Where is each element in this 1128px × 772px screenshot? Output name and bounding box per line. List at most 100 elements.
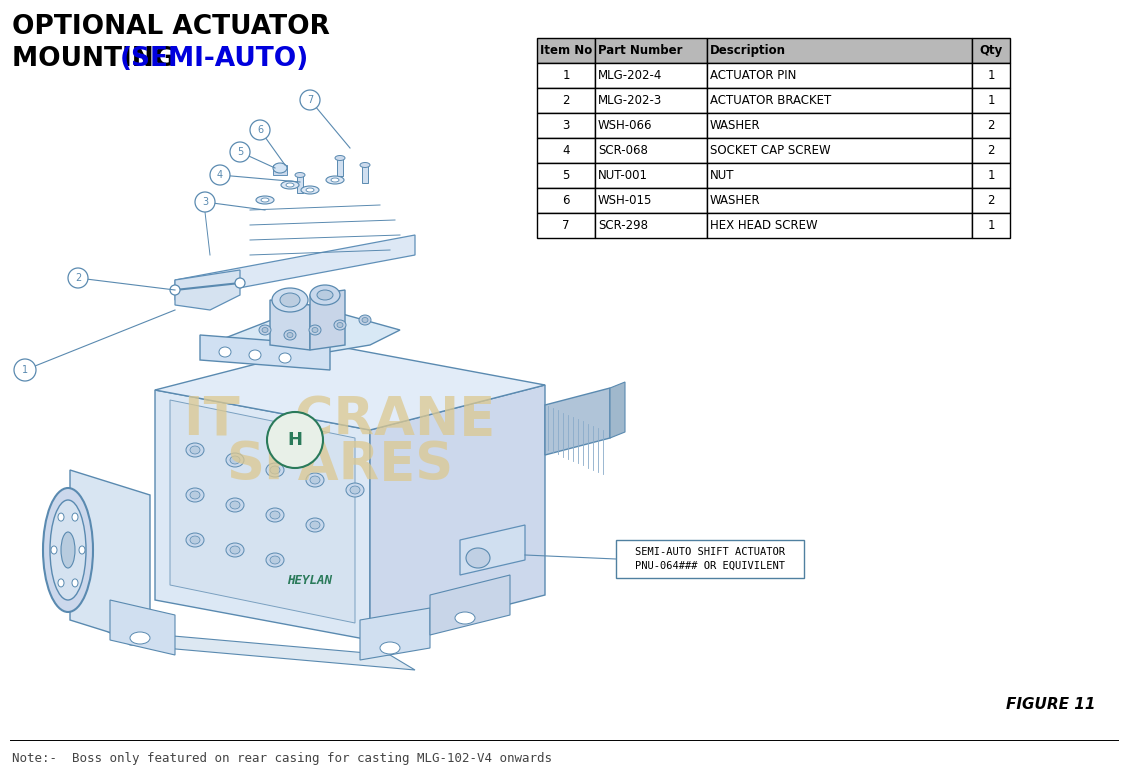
Text: WSH-015: WSH-015 [598,194,652,207]
Ellipse shape [50,500,86,600]
Ellipse shape [300,90,320,110]
Text: WASHER: WASHER [710,194,760,207]
Ellipse shape [79,546,85,554]
Ellipse shape [230,501,240,509]
Bar [537,188,594,213]
Text: MOUNTING: MOUNTING [12,46,185,72]
Ellipse shape [61,532,74,568]
Ellipse shape [266,463,284,477]
Bar [594,163,707,188]
Ellipse shape [362,317,368,323]
Text: 2: 2 [987,119,995,132]
Text: IT   CRANE: IT CRANE [184,394,495,446]
Text: MLG-202-3: MLG-202-3 [598,94,662,107]
Text: 2: 2 [987,144,995,157]
Ellipse shape [310,521,320,529]
Ellipse shape [279,353,291,363]
Text: 1: 1 [987,219,995,232]
Text: 1: 1 [21,365,28,375]
Bar [537,138,594,163]
Polygon shape [105,630,415,670]
Ellipse shape [230,546,240,554]
Text: 1: 1 [987,169,995,182]
Text: Item No: Item No [540,44,592,57]
Ellipse shape [51,546,58,554]
Ellipse shape [335,155,345,161]
Ellipse shape [337,323,343,327]
Polygon shape [200,335,331,370]
Text: 3: 3 [563,119,570,132]
Polygon shape [175,235,415,300]
Ellipse shape [250,120,270,140]
Ellipse shape [310,285,340,305]
Text: 5: 5 [237,147,244,157]
Ellipse shape [287,183,294,187]
Ellipse shape [359,315,371,325]
Ellipse shape [226,498,244,512]
Ellipse shape [272,288,308,312]
Ellipse shape [72,579,78,587]
Ellipse shape [230,456,240,464]
Text: NUT-001: NUT-001 [598,169,647,182]
Polygon shape [360,608,430,660]
Ellipse shape [230,142,250,162]
Ellipse shape [43,488,92,612]
Ellipse shape [306,518,324,532]
Text: Note:-  Boss only featured on rear casing for casting MLG-102-V4 onwards: Note:- Boss only featured on rear casing… [12,752,552,765]
Text: H: H [288,431,302,449]
Polygon shape [273,165,287,175]
Polygon shape [155,390,370,640]
Bar [594,63,707,88]
Ellipse shape [262,327,268,333]
Ellipse shape [310,476,320,484]
Ellipse shape [210,165,230,185]
Ellipse shape [296,172,305,178]
Bar [972,188,1010,213]
Bar [594,138,707,163]
Ellipse shape [270,556,280,564]
Bar [594,188,707,213]
Polygon shape [170,400,355,623]
Text: HEX HEAD SCREW: HEX HEAD SCREW [710,219,818,232]
Text: 4: 4 [217,170,223,180]
Bar [707,138,972,163]
Ellipse shape [190,491,200,499]
Ellipse shape [280,293,300,307]
Ellipse shape [226,543,244,557]
Ellipse shape [219,347,231,357]
Text: 7: 7 [307,95,314,105]
Ellipse shape [281,181,299,189]
Bar [537,38,594,63]
Bar [707,38,972,63]
Ellipse shape [270,511,280,519]
Text: SEMI-AUTO SHIFT ACTUATOR
PNU-064### OR EQUIVILENT: SEMI-AUTO SHIFT ACTUATOR PNU-064### OR E… [635,547,785,571]
Ellipse shape [58,513,64,521]
Ellipse shape [58,579,64,587]
Text: (SEMI-AUTO): (SEMI-AUTO) [120,46,309,72]
Ellipse shape [256,196,274,204]
Polygon shape [220,305,400,360]
Ellipse shape [186,533,204,547]
Polygon shape [70,470,150,645]
Text: 5: 5 [563,169,570,182]
Ellipse shape [317,290,333,300]
Polygon shape [175,270,240,310]
Bar [972,113,1010,138]
Bar [707,163,972,188]
Bar [594,38,707,63]
Ellipse shape [380,642,400,654]
Ellipse shape [14,359,36,381]
Ellipse shape [235,278,245,288]
Ellipse shape [273,163,287,173]
Bar [972,138,1010,163]
Ellipse shape [186,488,204,502]
Bar [594,213,707,238]
Polygon shape [370,385,545,640]
Text: WASHER: WASHER [710,119,760,132]
Polygon shape [362,165,368,183]
Text: 7: 7 [562,219,570,232]
Ellipse shape [306,473,324,487]
Ellipse shape [267,412,323,468]
Ellipse shape [170,285,180,295]
Text: SPARES: SPARES [227,439,453,491]
